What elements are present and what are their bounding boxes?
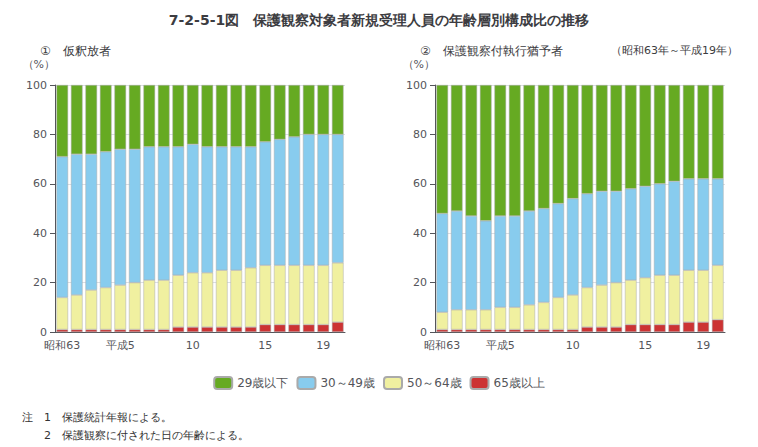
svg-text:20: 20 [413,276,427,289]
svg-text:19: 19 [696,339,710,352]
svg-text:20: 20 [33,276,47,289]
svg-text:40: 40 [413,227,427,240]
svg-text:100: 100 [26,79,47,92]
svg-text:40: 40 [33,227,47,240]
svg-text:平成5: 平成5 [106,339,135,352]
svg-text:15: 15 [638,339,652,352]
svg-text:10: 10 [186,339,200,352]
svg-text:① 仮釈放者: ① 仮釈放者 [40,44,111,58]
svg-text:80: 80 [33,128,47,141]
svg-text:② 保護観察付執行猶予者: ② 保護観察付執行猶予者 [420,44,563,58]
svg-text:0: 0 [40,326,47,339]
svg-text:注 1 保護統計年報による。: 注 1 保護統計年報による。 [22,411,172,424]
svg-text:昭和63: 昭和63 [44,339,80,352]
svg-text:昭和63: 昭和63 [424,339,460,352]
svg-text:（昭和63年～平成19年）: （昭和63年～平成19年） [611,44,738,57]
svg-text:60: 60 [413,177,427,190]
svg-text:19: 19 [316,339,330,352]
svg-text:（%）: （%） [23,58,55,71]
svg-text:10: 10 [566,339,580,352]
svg-text:80: 80 [413,128,427,141]
svg-text:平成5: 平成5 [486,339,515,352]
svg-text:15: 15 [258,339,272,352]
svg-text:30～49歳: 30～49歳 [320,376,375,390]
svg-text:2 保護観察に付された日の年齢による。: 2 保護観察に付された日の年齢による。 [22,429,249,442]
svg-text:100: 100 [406,79,427,92]
svg-text:60: 60 [33,177,47,190]
svg-text:65歳以上: 65歳以上 [494,376,545,390]
svg-text:（%）: （%） [403,58,435,71]
svg-text:50～64歳: 50～64歳 [407,376,462,390]
svg-text:29歳以下: 29歳以下 [237,376,288,390]
svg-text:0: 0 [420,326,427,339]
svg-text:7-2-5-1図 保護観察対象者新規受理人員の年齢層別構成比: 7-2-5-1図 保護観察対象者新規受理人員の年齢層別構成比の推移 [169,12,589,28]
